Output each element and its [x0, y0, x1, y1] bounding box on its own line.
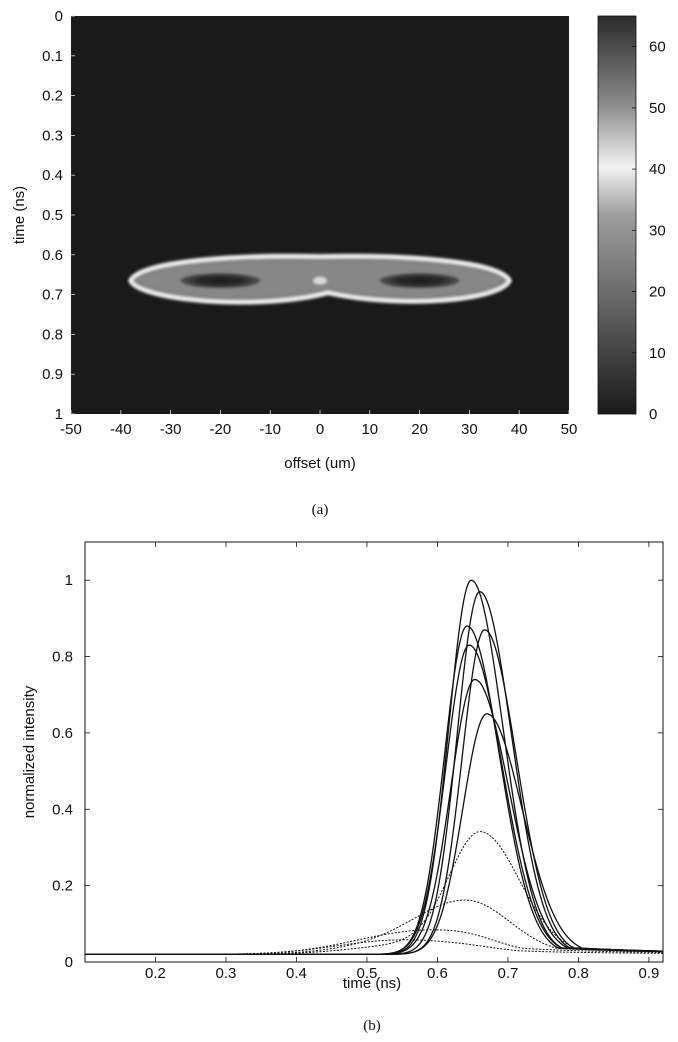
line-chart-plot-area [84, 541, 664, 963]
line-chart-panel: 0.2 0.3 0.4 0.5 0.6 0.7 0.8 0.9 00.20.40.60.81 … [21, 541, 664, 1034]
line-y-tick-label: 0.4 [52, 801, 73, 818]
heatmap-x-ticks: -50 -40 -30 -20 -10 0 10 20 30 40 50 [60, 410, 577, 438]
heatmap-y-tick-label: 0 [55, 8, 63, 25]
line-y-tick-label: 1 [65, 572, 73, 589]
line-series-11 [85, 939, 664, 955]
heatmap-x-tick-label: 50 [561, 421, 578, 438]
heatmap-y-ticks: 0 0.1 0.2 0.3 0.4 0.5 0.6 0.7 0.8 0.9 1 [42, 8, 75, 423]
panel-b-caption: (b) [363, 1018, 381, 1034]
heatmap-y-tick-label: 0.7 [42, 287, 63, 304]
colorbar-tick-label: 20 [649, 284, 666, 301]
heatmap-y-tick-label: 0.2 [42, 88, 63, 105]
heatmap-y-tick-label: 1 [55, 406, 63, 423]
line-x-tick-label: 0.6 [427, 965, 448, 982]
line-y-ticks: 0 0.2 0.4 0.6 0.8 1 [52, 572, 663, 971]
line-y-tick-label: 0 [65, 954, 73, 971]
line-series-group [85, 579, 664, 956]
line-y-tick-label: 0.6 [52, 725, 73, 742]
line-x-tick-label: 0.5 [357, 965, 378, 982]
colorbar-tick-label: 0 [649, 406, 657, 423]
heatmap-y-tick-label: 0.4 [42, 167, 63, 184]
heatmap-x-axis-label: offset (um) [284, 455, 355, 472]
heatmap-x-tick-label: -40 [110, 421, 132, 438]
line-x-axis-label: time (ns) [343, 975, 401, 992]
colorbar-tick-label: 40 [649, 161, 666, 178]
heatmap-x-tick-label: 40 [511, 421, 528, 438]
colorbar-ticks: 0 10 20 30 40 50 60 [632, 39, 666, 423]
line-x-tick-label: 0.7 [497, 965, 518, 982]
colorbar-tick-label: 60 [649, 39, 666, 56]
line-x-tick-label: 0.9 [638, 965, 659, 982]
colorbar-tick-label: 30 [649, 222, 666, 239]
line-x-tick-label: 0.3 [216, 965, 237, 982]
colorbar-tick-label: 50 [649, 100, 666, 117]
line-x-ticks: 0.2 0.3 0.4 0.5 0.6 0.7 0.8 0.9 [145, 542, 659, 982]
heatmap-x-tick-label: 10 [361, 421, 378, 438]
heatmap-y-tick-label: 0.3 [42, 127, 63, 144]
heatmap-x-tick-label: 0 [316, 421, 324, 438]
line-y-tick-label: 0.8 [52, 649, 73, 666]
heatmap-plot-area [71, 16, 569, 414]
heatmap-center-bridge [313, 276, 327, 285]
line-x-tick-label: 0.2 [145, 965, 166, 982]
heatmap-x-tick-label: -30 [160, 421, 182, 438]
heatmap-hollow-lobe [180, 273, 261, 289]
line-x-tick-label: 0.4 [286, 965, 307, 982]
heatmap-y-axis-label: time (ns) [11, 186, 28, 244]
heatmap-x-tick-label: 20 [411, 421, 428, 438]
heatmap-y-tick-label: 0.8 [42, 326, 63, 343]
colorbar-tick-label: 10 [649, 345, 666, 362]
heatmap-x-tick-label: -20 [210, 421, 232, 438]
heatmap-panel: -50 -40 -30 -20 -10 0 10 20 30 40 50 00.10.20.30.4… [11, 8, 666, 518]
heatmap-y-tick-label: 0.6 [42, 247, 63, 264]
colorbar [597, 15, 637, 415]
line-x-tick-label: 0.8 [568, 965, 589, 982]
heatmap-x-tick-label: -50 [60, 421, 82, 438]
heatmap-y-tick-label: 0.9 [42, 366, 63, 383]
heatmap-ring-outline [127, 253, 513, 305]
heatmap-y-tick-label: 0.5 [42, 207, 63, 224]
panel-a-caption: (a) [312, 502, 329, 518]
heatmap-hollow-lobe [379, 273, 460, 289]
line-y-axis-label: normalized intensity [21, 685, 38, 818]
line-y-tick-label: 0.2 [52, 878, 73, 895]
heatmap-x-tick-label: 30 [461, 421, 478, 438]
heatmap-x-tick-label: -10 [259, 421, 281, 438]
heatmap-ring-feature [127, 253, 513, 305]
heatmap-y-tick-label: 0.1 [42, 48, 63, 65]
